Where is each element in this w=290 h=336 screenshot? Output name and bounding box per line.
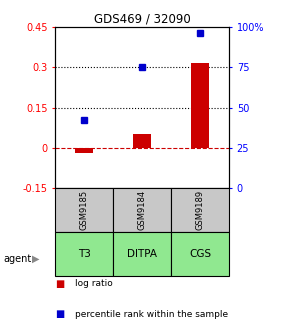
- Bar: [171, 232, 229, 276]
- Text: ■: ■: [55, 309, 64, 319]
- Bar: [75, 148, 93, 153]
- Bar: [113, 232, 171, 276]
- Bar: [171, 188, 229, 232]
- Text: ■: ■: [55, 279, 64, 289]
- Text: DITPA: DITPA: [127, 249, 157, 259]
- Text: ▶: ▶: [32, 254, 39, 264]
- Text: T3: T3: [78, 249, 90, 259]
- Bar: [113, 188, 171, 232]
- Text: percentile rank within the sample: percentile rank within the sample: [75, 310, 229, 319]
- Title: GDS469 / 32090: GDS469 / 32090: [94, 13, 191, 26]
- Bar: [55, 232, 113, 276]
- Text: GSM9189: GSM9189: [195, 190, 205, 230]
- Text: agent: agent: [3, 254, 31, 264]
- Text: GSM9185: GSM9185: [79, 190, 89, 230]
- Text: GSM9184: GSM9184: [137, 190, 147, 230]
- Bar: [55, 188, 113, 232]
- Text: log ratio: log ratio: [75, 280, 113, 288]
- Text: CGS: CGS: [189, 249, 211, 259]
- Bar: [133, 134, 151, 148]
- Bar: [191, 63, 209, 148]
